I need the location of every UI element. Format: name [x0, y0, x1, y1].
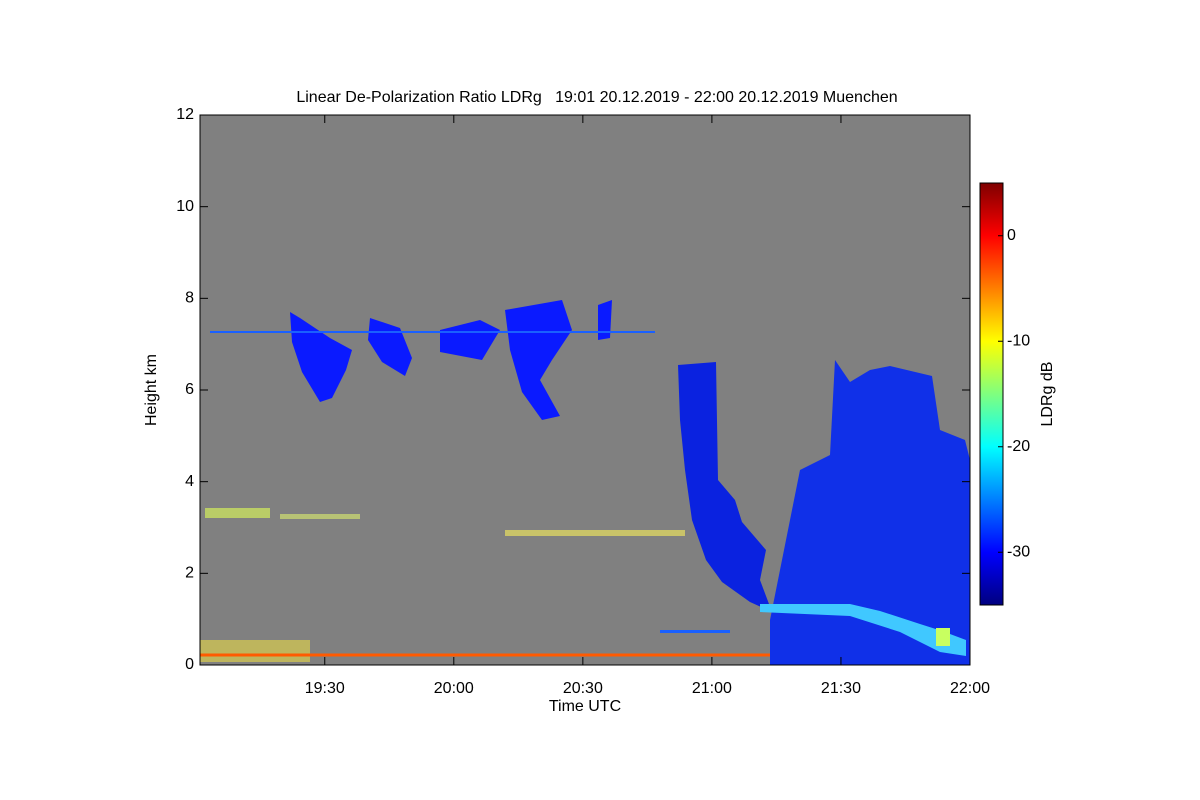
chart-title: Linear De-Polarization Ratio LDRg 19:01 … [296, 89, 897, 106]
x-tick-label: 22:00 [950, 680, 990, 697]
cloud-layer [205, 508, 270, 518]
y-tick-label: 10 [176, 198, 194, 215]
cloud-region [678, 362, 772, 612]
colorbar [979, 182, 1004, 606]
colorbar-tick-label: -20 [1007, 438, 1030, 455]
lidar-field [200, 300, 970, 665]
cloud-region [440, 320, 500, 360]
y-tick-label: 2 [185, 565, 194, 582]
cloud-layer [936, 628, 950, 646]
cloud-layer [760, 604, 966, 656]
y-tick-label: 6 [185, 381, 194, 398]
aerosol-layer [200, 640, 310, 662]
cloud-region [598, 300, 612, 340]
x-tick-label: 21:30 [821, 680, 861, 697]
cloud-region [505, 300, 572, 420]
colorbar-tick-label: -30 [1007, 543, 1030, 560]
colorbar-tick-label: 0 [1007, 227, 1016, 244]
x-tick-label: 20:30 [563, 680, 603, 697]
cloud-region [290, 312, 352, 402]
colorbar-label: LDRg dB [1039, 362, 1056, 427]
cloud-layer [505, 530, 685, 536]
x-tick-label: 21:00 [692, 680, 732, 697]
x-tick-label: 20:00 [434, 680, 474, 697]
x-axis-label: Time UTC [549, 698, 621, 715]
y-tick-label: 8 [185, 290, 194, 307]
cloud-layer [280, 514, 360, 519]
x-tick-label: 19:30 [305, 680, 345, 697]
colorbar-tick-label: -10 [1007, 332, 1030, 349]
cloud-region [770, 360, 970, 665]
y-tick-label: 0 [185, 656, 194, 673]
y-tick-label: 12 [176, 106, 194, 123]
y-axis-label: Height km [143, 354, 160, 426]
y-tick-label: 4 [185, 473, 194, 490]
cloud-layer [660, 630, 730, 633]
